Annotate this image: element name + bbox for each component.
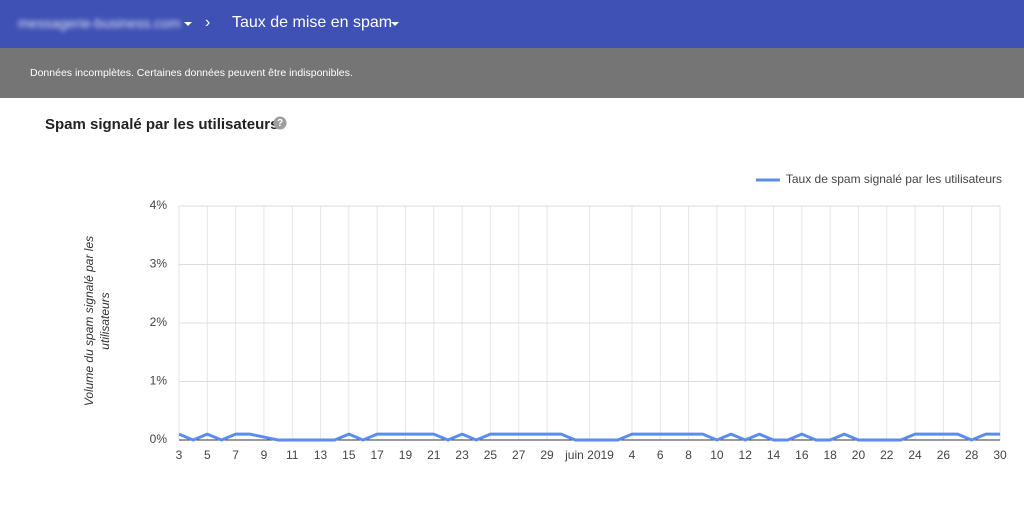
dropdown-caret[interactable] [391, 22, 399, 26]
notice-text: Données incomplètes. Certaines données p… [30, 67, 353, 79]
x-tick-label: 27 [512, 448, 526, 462]
x-tick-label: 11 [286, 448, 299, 462]
legend-label: Taux de spam signalé par les utilisateur… [786, 172, 1002, 186]
x-tick-label: 12 [739, 448, 753, 462]
y-tick-label: 4% [150, 198, 168, 212]
section-title: Spam signalé par les utilisateurs [45, 116, 279, 133]
x-tick-label: 7 [232, 448, 239, 462]
x-tick-label: 6 [657, 448, 664, 462]
x-tick-label: 24 [908, 448, 922, 462]
x-tick-label: 8 [685, 448, 692, 462]
dropdown-caret[interactable] [184, 22, 192, 26]
x-tick-label: 28 [965, 448, 979, 462]
x-tick-label: 20 [852, 448, 866, 462]
help-icon[interactable]: ? [273, 116, 287, 130]
x-tick-label: 15 [342, 448, 356, 462]
chart: 3 5 7 9 11 13 15 17 19 21 23 25 27 29 juin 2019 4 6 8 10 12… [150, 172, 1007, 462]
x-tick-label: 26 [937, 448, 951, 462]
breadcrumb-separator: › [205, 14, 211, 31]
data-line [178, 432, 1000, 442]
top-bar: messagerie-business.com › Taux de mise e… [0, 0, 1024, 48]
x-tick-label: 19 [399, 448, 413, 462]
y-tick-label: 0% [150, 432, 168, 446]
y-tick-label: 2% [150, 315, 168, 329]
x-tick-label: 30 [993, 448, 1007, 462]
x-tick-label: 29 [540, 448, 554, 462]
domain-selector[interactable]: messagerie-business.com [18, 15, 181, 31]
x-tick-label: 13 [314, 448, 328, 462]
y-tick-label: 1% [150, 374, 168, 388]
x-tick-label: juin 2019 [564, 448, 614, 462]
x-tick-label: 5 [204, 448, 211, 462]
y-tick-label: 3% [150, 257, 168, 271]
x-tick-label: 22 [880, 448, 894, 462]
x-tick-label: 25 [484, 448, 498, 462]
x-tick-label: 14 [767, 448, 781, 462]
x-tick-label: 18 [823, 448, 837, 462]
x-tick-label: 9 [261, 448, 268, 462]
x-tick-label: 10 [710, 448, 724, 462]
x-tick-label: 21 [427, 448, 441, 462]
x-tick-label: 16 [795, 448, 809, 462]
report-selector[interactable]: Taux de mise en spam [232, 14, 393, 31]
svg-text:?: ? [277, 118, 283, 129]
x-tick-label: 4 [629, 448, 636, 462]
x-tick-label: 3 [176, 448, 183, 462]
x-tick-label: 17 [370, 448, 384, 462]
notice-banner: Données incomplètes. Certaines données p… [0, 48, 1024, 98]
x-tick-label: 23 [455, 448, 469, 462]
